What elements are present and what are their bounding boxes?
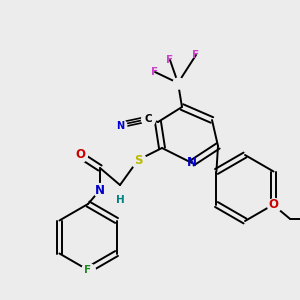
Text: N: N	[95, 184, 105, 196]
Text: O: O	[268, 198, 279, 211]
Text: O: O	[75, 148, 85, 161]
Text: S: S	[134, 154, 142, 166]
Text: N: N	[187, 157, 197, 169]
Text: H: H	[116, 195, 124, 205]
Text: F: F	[84, 265, 92, 275]
Text: F: F	[192, 50, 200, 60]
Text: C: C	[144, 114, 152, 124]
Text: F: F	[152, 67, 159, 77]
Text: N: N	[116, 121, 124, 131]
Text: F: F	[167, 55, 174, 65]
